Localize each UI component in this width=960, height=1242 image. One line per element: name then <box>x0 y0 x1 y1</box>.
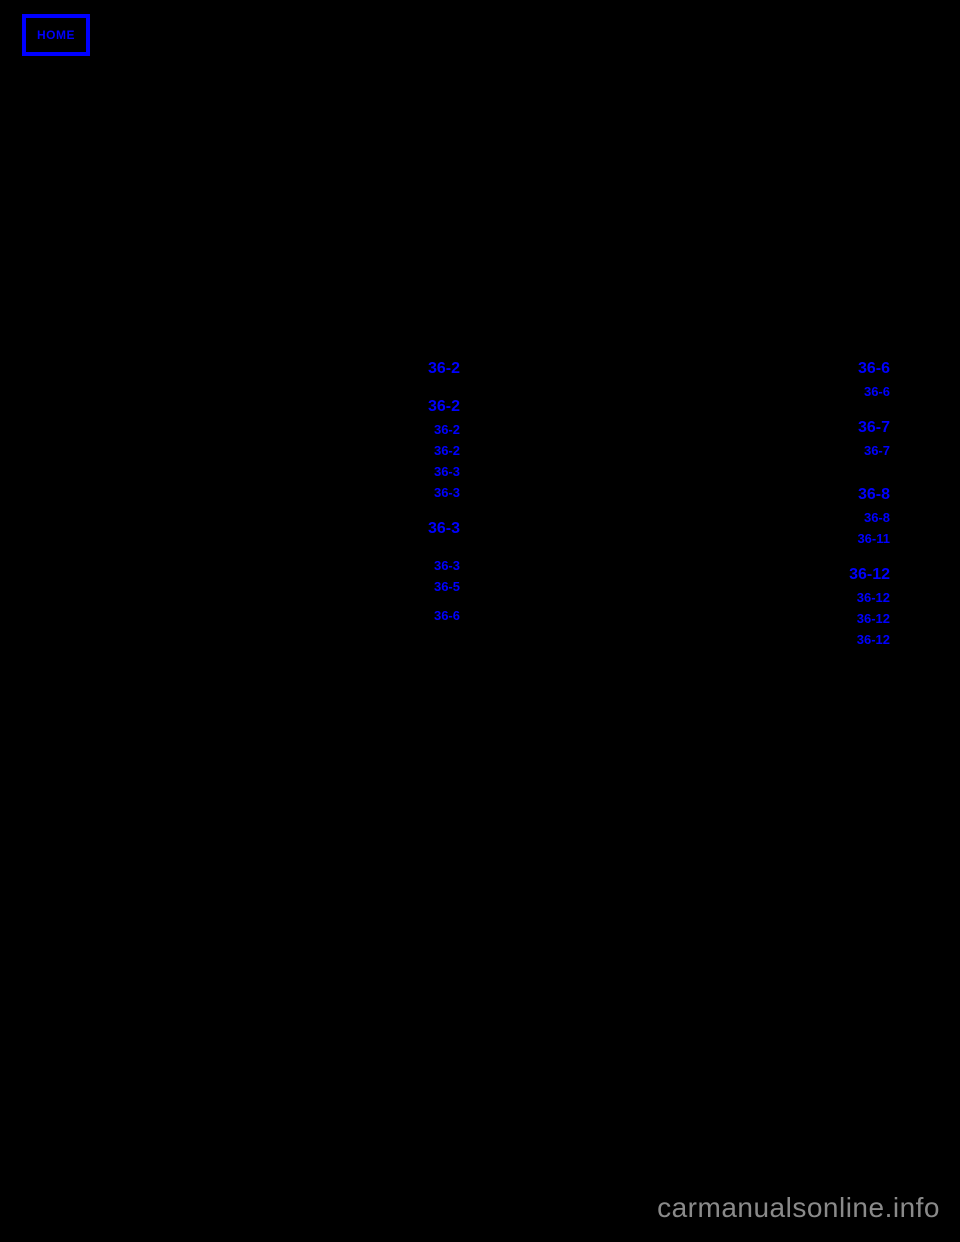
spacer <box>70 600 460 608</box>
toc-left-column: 36-2 36-2 36-2 36-2 36-3 36-3 36-3 36-3 36-5 36-6 <box>70 360 460 653</box>
spacer <box>500 552 890 566</box>
toc-entry[interactable]: 36-3 <box>70 520 460 538</box>
toc-page-ref: 36-2 <box>400 443 460 458</box>
toc-content: 36-2 36-2 36-2 36-2 36-3 36-3 36-3 36-3 36-5 36-6… <box>70 360 890 653</box>
toc-page-ref: 36-12 <box>830 611 890 626</box>
toc-entry[interactable]: 36-2 <box>70 398 460 416</box>
toc-page-ref: 36-7 <box>830 419 890 437</box>
spacer <box>70 384 460 398</box>
toc-entry[interactable]: 36-7 <box>500 443 890 458</box>
spacer <box>500 647 890 653</box>
home-label: HOME <box>37 28 75 42</box>
toc-right-column: 36-6 36-6 36-7 36-7 36-8 36-8 36-11 36-12 36-12 3… <box>500 360 890 653</box>
toc-page-ref: 36-5 <box>400 579 460 594</box>
toc-entry[interactable]: 36-8 <box>500 486 890 504</box>
toc-entry[interactable]: 36-2 <box>70 360 460 378</box>
toc-page-ref: 36-2 <box>400 360 460 378</box>
home-button[interactable]: HOME <box>22 14 90 56</box>
toc-page-ref: 36-11 <box>830 531 890 546</box>
toc-page-ref: 36-2 <box>400 422 460 437</box>
toc-entry[interactable]: 36-12 <box>500 611 890 626</box>
toc-entry[interactable]: 36-6 <box>500 360 890 378</box>
spacer <box>500 464 890 486</box>
toc-entry[interactable]: 36-3 <box>70 464 460 479</box>
toc-entry[interactable]: 36-12 <box>500 566 890 584</box>
toc-page-ref: 36-6 <box>830 384 890 399</box>
toc-page-ref: 36-7 <box>830 443 890 458</box>
toc-page-ref: 36-3 <box>400 464 460 479</box>
toc-page-ref: 36-3 <box>400 520 460 538</box>
toc-page-ref: 36-3 <box>400 485 460 500</box>
toc-entry[interactable]: 36-12 <box>500 632 890 647</box>
spacer <box>70 544 460 558</box>
toc-entry[interactable]: 36-7 <box>500 419 890 437</box>
watermark-text: carmanualsonline.info <box>657 1192 940 1224</box>
toc-page-ref: 36-6 <box>400 608 460 623</box>
toc-page-ref: 36-12 <box>830 632 890 647</box>
spacer <box>70 506 460 520</box>
spacer <box>500 405 890 419</box>
toc-entry[interactable]: 36-11 <box>500 531 890 546</box>
toc-entry[interactable]: 36-3 <box>70 485 460 500</box>
toc-page-ref: 36-12 <box>830 566 890 584</box>
toc-entry[interactable]: 36-6 <box>500 384 890 399</box>
toc-entry[interactable]: 36-5 <box>70 579 460 594</box>
spacer <box>70 623 460 629</box>
toc-page-ref: 36-2 <box>400 398 460 416</box>
toc-page-ref: 36-8 <box>830 510 890 525</box>
toc-entry[interactable]: 36-6 <box>70 608 460 623</box>
toc-entry[interactable]: 36-2 <box>70 422 460 437</box>
toc-entry[interactable]: 36-12 <box>500 590 890 605</box>
toc-entry[interactable]: 36-8 <box>500 510 890 525</box>
toc-entry[interactable]: 36-3 <box>70 558 460 573</box>
toc-page-ref: 36-3 <box>400 558 460 573</box>
toc-entry[interactable]: 36-2 <box>70 443 460 458</box>
toc-page-ref: 36-12 <box>830 590 890 605</box>
toc-page-ref: 36-8 <box>830 486 890 504</box>
toc-page-ref: 36-6 <box>830 360 890 378</box>
